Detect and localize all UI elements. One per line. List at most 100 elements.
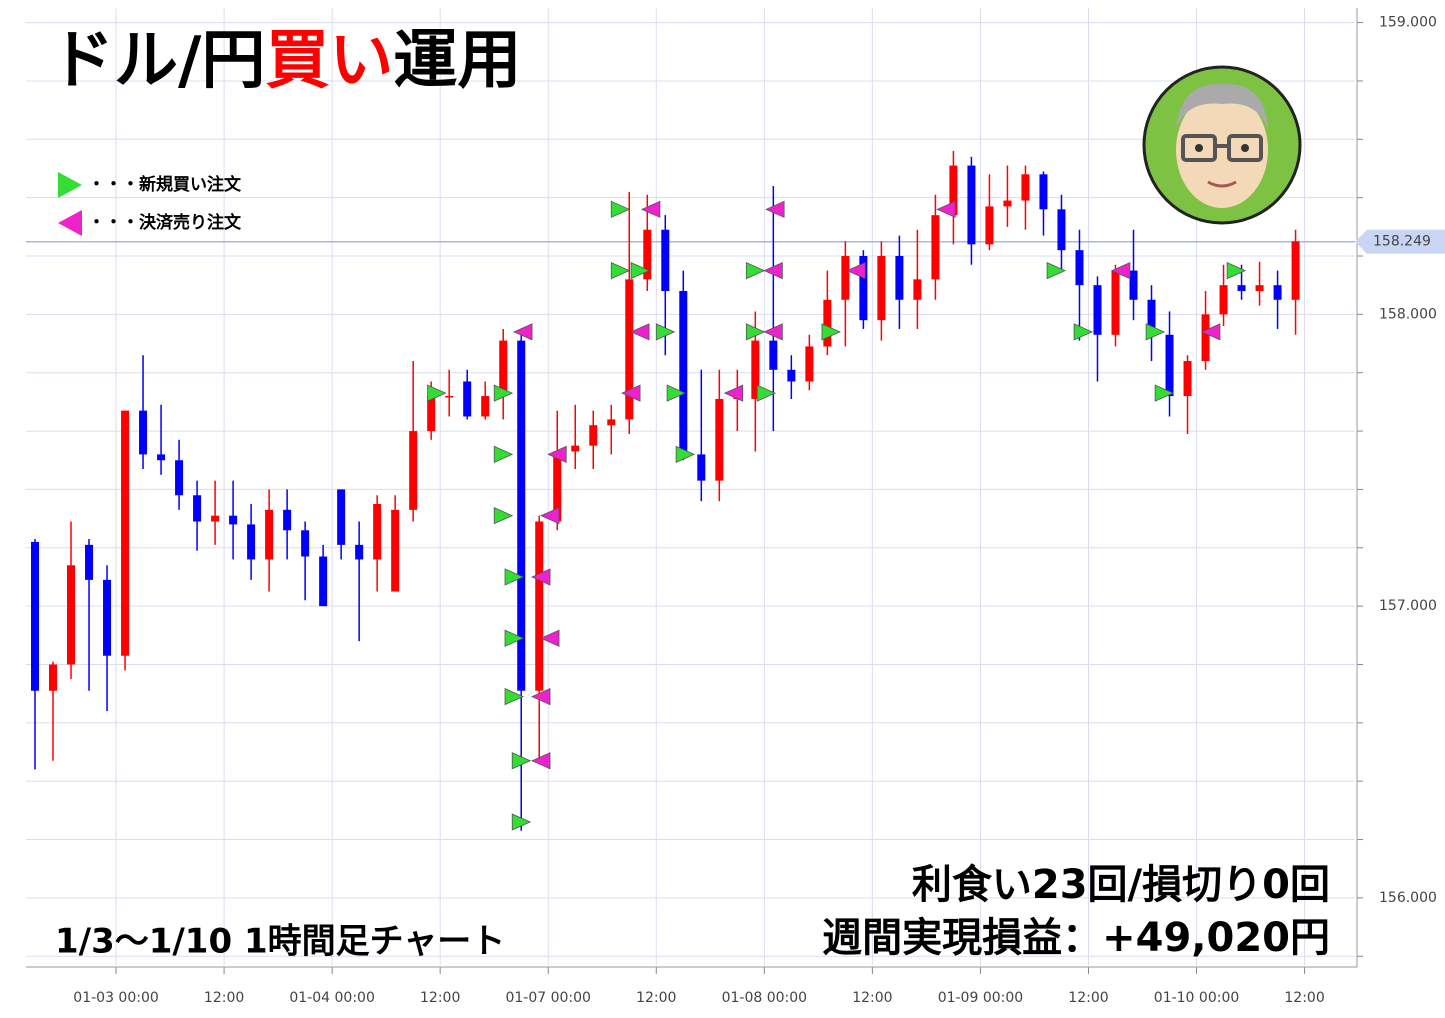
candle-body bbox=[643, 229, 652, 280]
order-marker bbox=[511, 813, 532, 831]
candle-body bbox=[1291, 241, 1300, 300]
candle-body bbox=[157, 454, 166, 461]
candle-body bbox=[337, 489, 346, 545]
order-marker bbox=[765, 200, 785, 218]
candle-body bbox=[301, 530, 310, 557]
candle-body bbox=[427, 396, 436, 432]
candle-body bbox=[931, 215, 940, 280]
candle-body bbox=[967, 165, 976, 245]
candle-body bbox=[805, 346, 814, 382]
order-marker bbox=[511, 752, 532, 770]
plot: 159.000 158.000 157.000 156.000 01-03 00:00 1… bbox=[26, 8, 1445, 1006]
candle-body bbox=[985, 206, 994, 245]
candle-body bbox=[1183, 361, 1192, 397]
order-marker bbox=[513, 323, 533, 341]
order-marker bbox=[763, 261, 783, 280]
order-marker bbox=[821, 323, 841, 341]
order-marker bbox=[531, 568, 551, 586]
candle-body bbox=[1201, 314, 1210, 362]
candle-body bbox=[1255, 285, 1264, 292]
chart-title: ドル/円買い運用 bbox=[50, 24, 521, 98]
legend-label: ・・・新規買い注文 bbox=[88, 174, 242, 195]
order-marker bbox=[504, 568, 525, 586]
avatar bbox=[1142, 65, 1302, 225]
candle-body bbox=[1129, 270, 1138, 300]
order-marker bbox=[655, 323, 676, 341]
candle-body bbox=[571, 445, 580, 452]
title-part: 買い bbox=[265, 24, 393, 98]
candle-body bbox=[121, 410, 130, 656]
candle-body bbox=[607, 419, 616, 426]
last-price-label: 158.249 bbox=[1373, 234, 1431, 250]
legend-label: ・・・決済売り注文 bbox=[88, 212, 242, 233]
candle-body bbox=[283, 509, 292, 531]
legend-marker bbox=[58, 172, 82, 198]
candle-body bbox=[841, 256, 850, 300]
subtitle: 1/3～1/10 1時間足チャート bbox=[55, 922, 505, 962]
candle-body bbox=[67, 565, 76, 665]
order-marker bbox=[1046, 261, 1067, 280]
order-marker bbox=[610, 200, 631, 218]
candle-body bbox=[139, 410, 148, 455]
candle-body bbox=[895, 256, 904, 300]
x-tick-label: 01-08 00:00 bbox=[722, 990, 807, 1006]
candle-body bbox=[85, 544, 94, 580]
candle-body bbox=[553, 451, 562, 522]
x-tick-label: 01-09 00:00 bbox=[938, 990, 1023, 1006]
candle-body bbox=[31, 541, 40, 691]
legend-marker bbox=[58, 210, 82, 236]
order-marker bbox=[540, 629, 560, 647]
candle-body bbox=[661, 229, 670, 292]
candle-body bbox=[535, 521, 544, 691]
candle-body bbox=[103, 579, 112, 656]
order-marker bbox=[547, 445, 567, 464]
candle-body bbox=[769, 340, 778, 370]
order-marker bbox=[610, 261, 631, 280]
candle-body bbox=[697, 454, 706, 481]
candle-body bbox=[625, 279, 634, 420]
order-marker bbox=[1110, 261, 1131, 280]
order-marker bbox=[493, 384, 514, 402]
x-tick-label: 01-07 00:00 bbox=[505, 990, 590, 1006]
candle-body bbox=[823, 299, 832, 347]
title-part: ドル/円 bbox=[50, 24, 265, 98]
x-tick-label: 12:00 bbox=[1068, 990, 1108, 1006]
candle-body bbox=[517, 340, 526, 691]
candle-body bbox=[1165, 334, 1174, 397]
order-marker bbox=[1154, 384, 1175, 402]
candle-body bbox=[877, 256, 886, 321]
candle-body bbox=[211, 515, 220, 522]
title-part: 運用 bbox=[393, 24, 521, 98]
candle-body bbox=[751, 340, 760, 399]
candle-body bbox=[1273, 285, 1282, 300]
order-marker bbox=[493, 507, 514, 525]
candle-body bbox=[445, 396, 454, 398]
candle-body bbox=[193, 495, 202, 522]
candle-body bbox=[175, 460, 184, 496]
candle-body bbox=[499, 340, 508, 397]
order-marker bbox=[763, 323, 783, 341]
order-marker bbox=[504, 629, 525, 647]
order-marker bbox=[531, 752, 551, 770]
last-price-tag bbox=[1355, 229, 1445, 254]
order-marker bbox=[936, 200, 956, 218]
candle-body bbox=[679, 291, 688, 455]
candle-body bbox=[49, 664, 58, 691]
x-tick-label: 01-04 00:00 bbox=[289, 990, 374, 1006]
order-marker bbox=[1226, 261, 1247, 280]
y-tick-label: 159.000 bbox=[1379, 15, 1437, 31]
order-marker bbox=[756, 384, 777, 402]
candle-body bbox=[913, 279, 922, 300]
candle-body bbox=[391, 509, 400, 592]
candle-body bbox=[1111, 270, 1120, 335]
x-tick-label: 12:00 bbox=[204, 990, 244, 1006]
candle-body bbox=[1003, 200, 1012, 207]
candle-body bbox=[949, 165, 958, 216]
candle-body bbox=[1237, 285, 1246, 292]
order-marker bbox=[745, 261, 766, 280]
order-marker bbox=[846, 261, 866, 280]
candle-body bbox=[1039, 174, 1048, 210]
order-marker bbox=[531, 687, 551, 706]
